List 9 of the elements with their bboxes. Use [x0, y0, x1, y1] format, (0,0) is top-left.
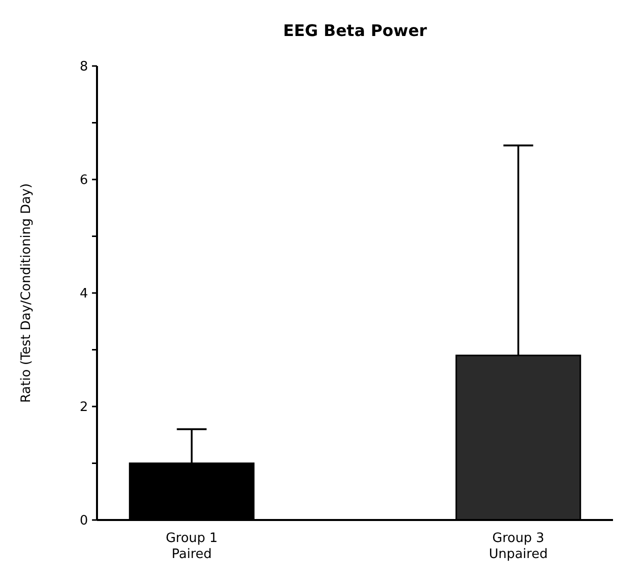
- y-tick-label: 8: [80, 60, 88, 75]
- y-axis-title: Ratio (Test Day/Conditioning Day): [19, 183, 34, 403]
- x-tick-label: Group 3 Unpaired: [488, 531, 548, 562]
- y-tick-label: 4: [80, 286, 88, 302]
- x-tick-label: Group 1 Paired: [166, 531, 218, 562]
- y-tick-label: 2: [80, 400, 88, 416]
- y-tick-label: 0: [80, 514, 88, 529]
- y-tick-label: 6: [80, 173, 88, 188]
- chart-title: EEG Beta Power: [283, 21, 428, 40]
